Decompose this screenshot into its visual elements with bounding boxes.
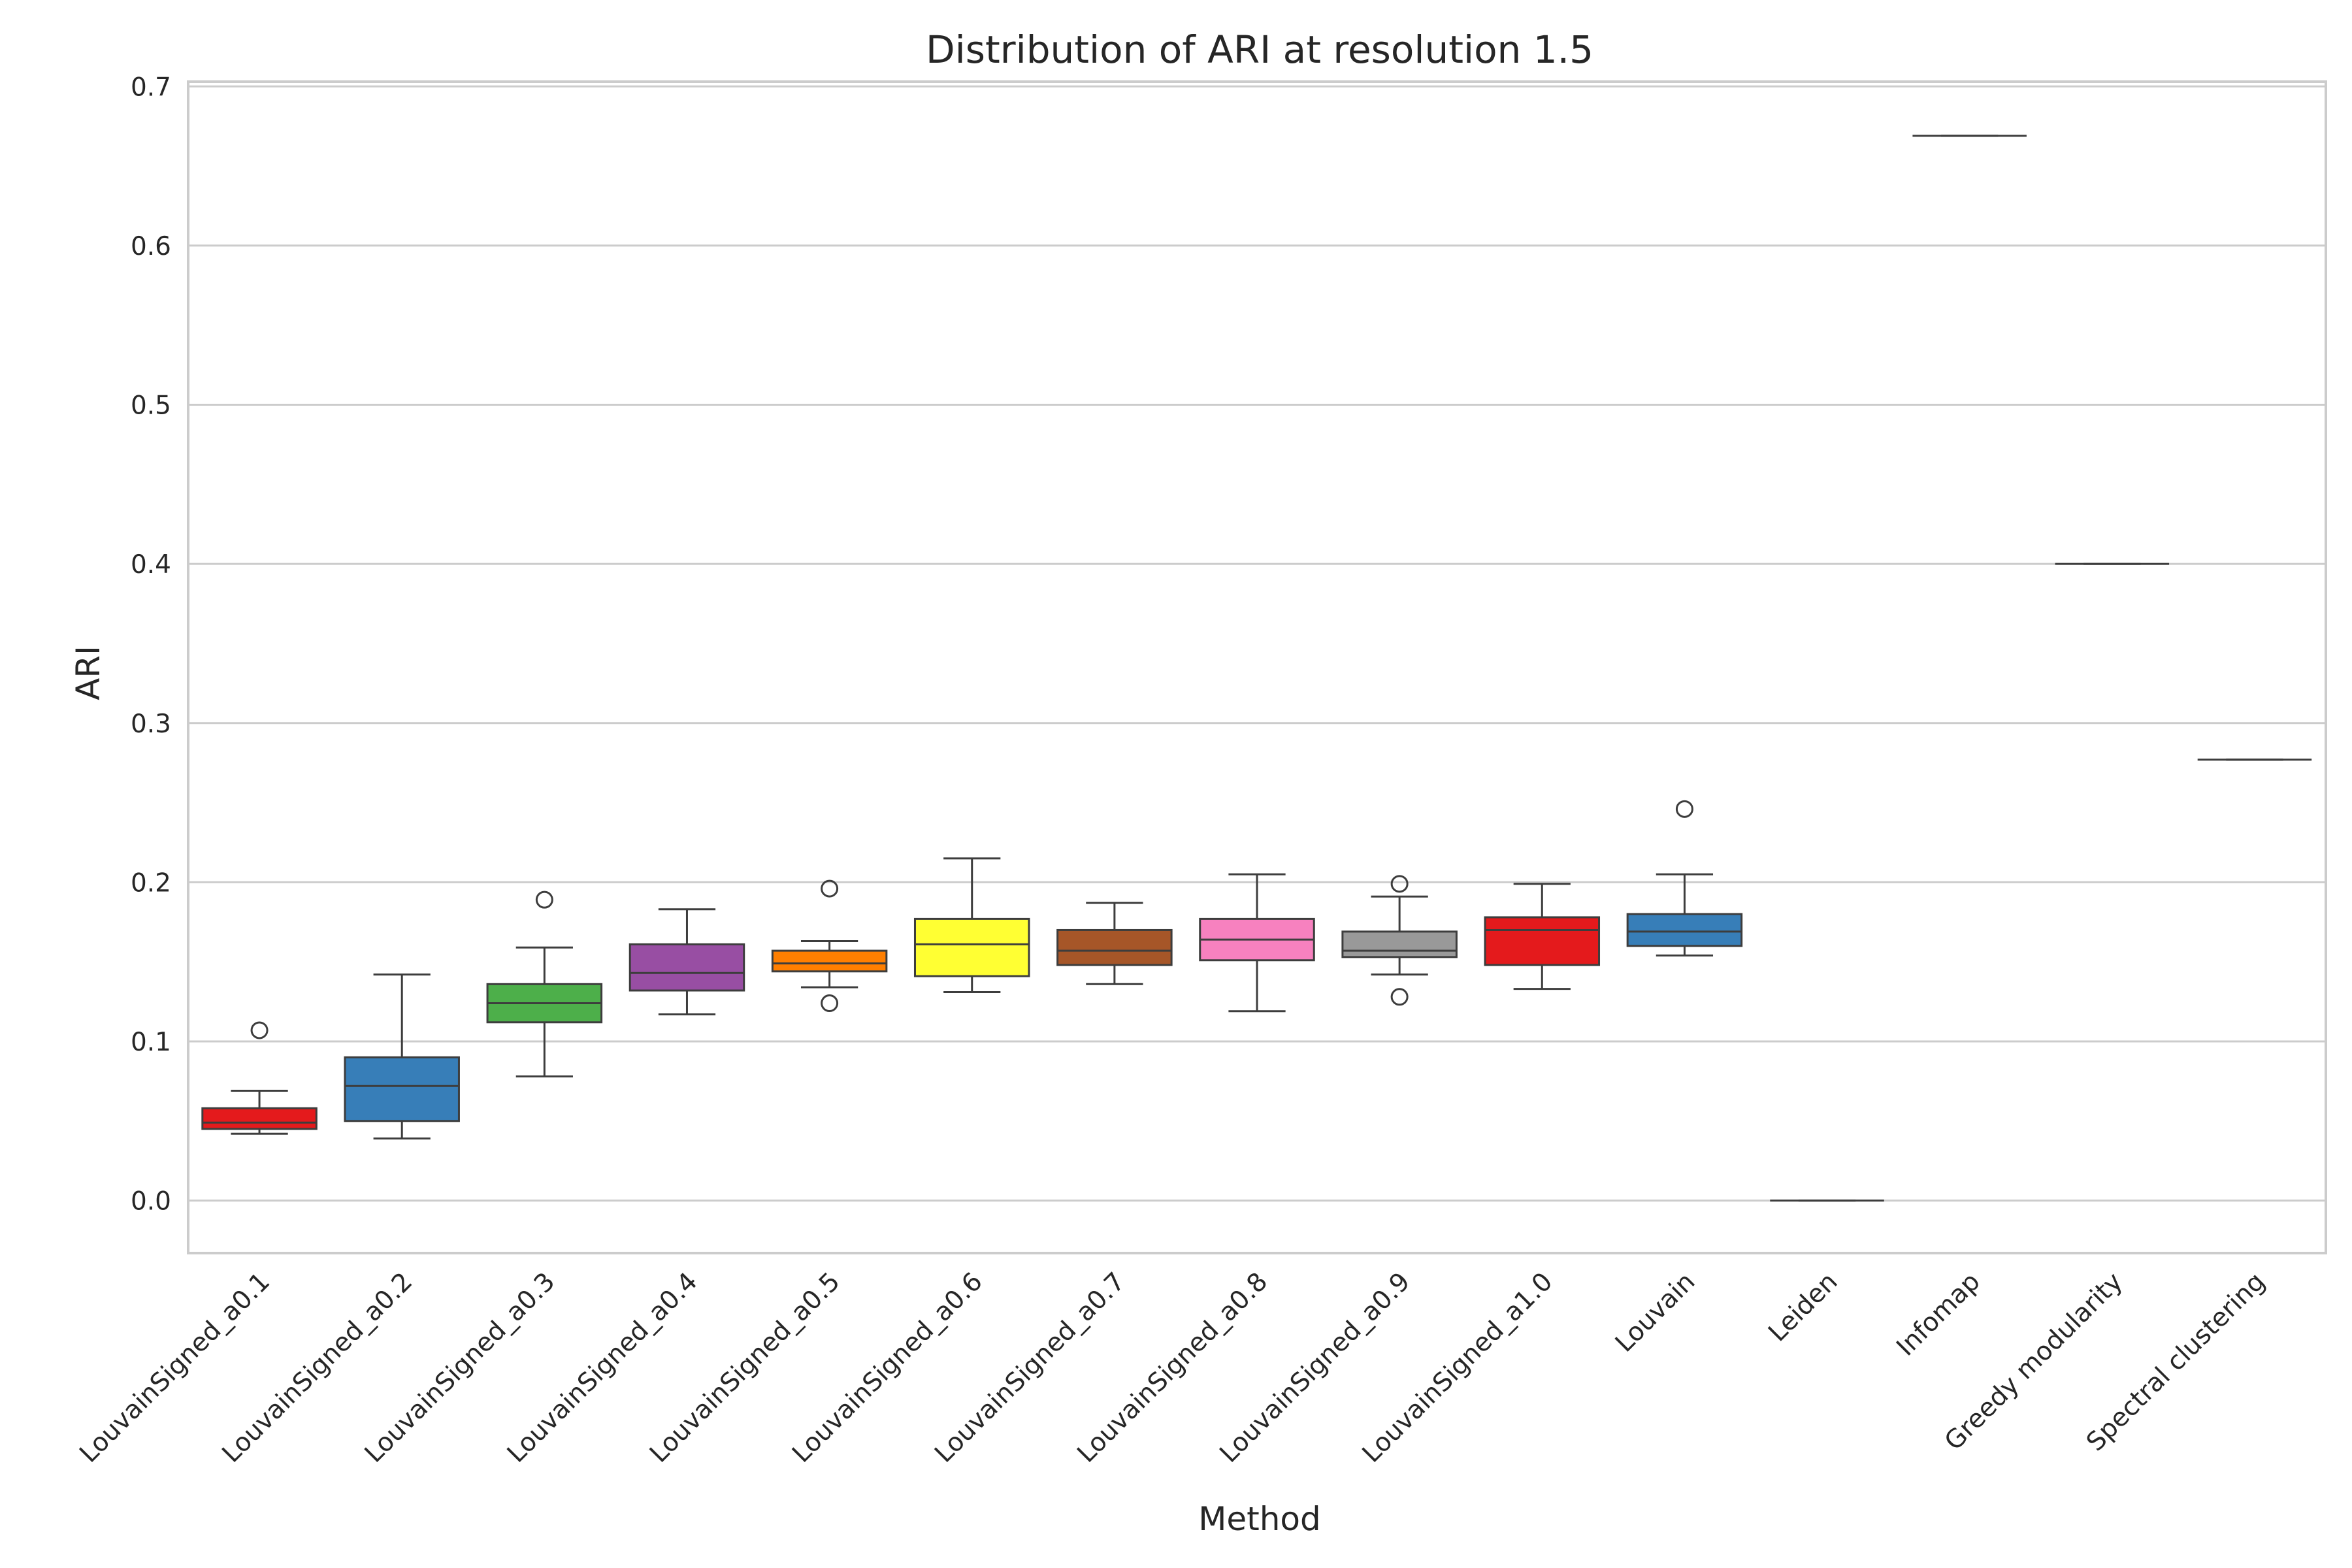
iqr-box xyxy=(1341,930,1458,958)
iqr-box xyxy=(913,917,1030,977)
box-group xyxy=(629,908,745,1016)
iqr-box xyxy=(1056,928,1173,966)
outlier-point xyxy=(1675,800,1693,818)
box-group xyxy=(344,973,460,1140)
box-group xyxy=(1056,902,1173,985)
y-tick-label: 0.1 xyxy=(131,1028,171,1057)
outlier-point xyxy=(821,994,839,1013)
iqr-box xyxy=(201,1107,318,1130)
box-series xyxy=(201,135,2312,1202)
box-group xyxy=(201,1021,318,1135)
box-group xyxy=(1484,883,1601,990)
iqr-box xyxy=(1626,913,1743,947)
outlier-point xyxy=(250,1021,269,1039)
x-axis-label: Method xyxy=(1198,1500,1321,1538)
y-tick-label: 0.2 xyxy=(131,868,171,898)
y-tick-label: 0.3 xyxy=(131,710,171,739)
iqr-box xyxy=(344,1056,460,1122)
y-axis-label: ARI xyxy=(69,645,107,700)
outlier-point xyxy=(535,890,553,909)
box-group xyxy=(486,890,603,1078)
iqr-box xyxy=(771,949,888,973)
y-tick-label: 0.6 xyxy=(131,232,171,261)
y-tick-labels: 0.0 0.1 0.2 0.3 0.4 0.5 0.6 0.7 xyxy=(131,73,171,1216)
iqr-box xyxy=(1484,916,1601,966)
y-tick-label: 0.5 xyxy=(131,391,171,421)
box-group xyxy=(1626,800,1743,956)
chart-title: Distribution of ARI at resolution 1.5 xyxy=(926,27,1593,72)
outlier-point xyxy=(1390,875,1409,893)
box-group xyxy=(913,857,1030,993)
box-group xyxy=(771,879,888,1013)
iqr-box xyxy=(629,943,745,992)
y-tick-label: 0.0 xyxy=(131,1187,171,1217)
y-tick-label: 0.7 xyxy=(131,73,171,102)
y-tick-label: 0.4 xyxy=(131,550,171,580)
box-group xyxy=(1341,875,1458,1006)
outlier-point xyxy=(1390,988,1409,1006)
outlier-point xyxy=(821,879,839,898)
plot-frame xyxy=(187,80,2327,1254)
box-group xyxy=(1199,873,1315,1013)
